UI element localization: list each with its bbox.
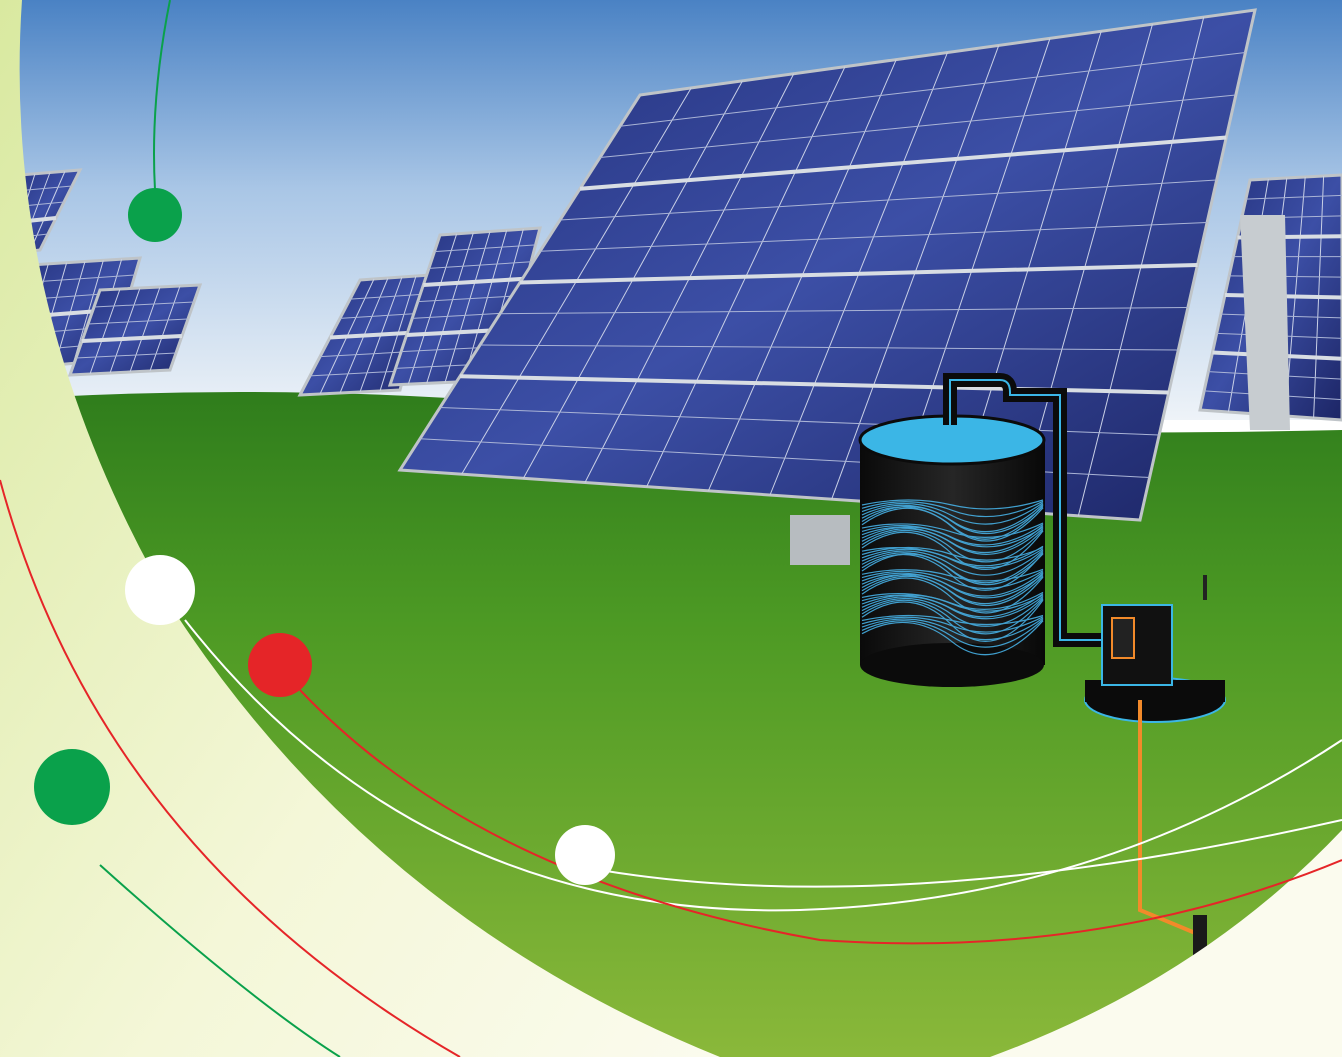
coil-wire <box>861 502 1044 525</box>
panel-cell-line <box>559 179 1217 221</box>
coil-wire <box>861 527 1044 555</box>
arc-white-inner <box>599 819 1342 888</box>
coil-wire <box>861 522 1044 538</box>
coil-wire <box>861 553 1044 586</box>
arc-red <box>299 689 1342 945</box>
panel-cell-line <box>1245 194 1342 200</box>
dot-white-small <box>555 825 615 885</box>
left-curve-panel <box>0 0 720 1057</box>
coil-wire <box>861 575 1044 606</box>
panel-cell-line <box>579 135 1227 191</box>
coil-wire <box>861 546 1044 561</box>
dot-green <box>128 188 182 242</box>
panel-cell-line <box>619 52 1246 127</box>
coil-wire <box>861 617 1044 641</box>
line-green <box>153 0 171 191</box>
dot-red <box>248 633 312 697</box>
coil-wire <box>861 548 1044 569</box>
panel-cell-line <box>75 352 177 359</box>
panel-cell-line <box>24 274 136 283</box>
panel-cell-line <box>29 171 66 252</box>
coil-wire <box>861 529 1044 563</box>
panel-cell-line <box>539 222 1208 252</box>
panel-cell-line <box>109 287 141 374</box>
coil-wire <box>861 614 1044 626</box>
coil-wire <box>861 549 1044 576</box>
arc-white <box>184 619 1342 912</box>
panel-cell-line <box>81 334 183 343</box>
panel-cell-line <box>519 263 1198 285</box>
panel-cell-line <box>93 301 195 308</box>
panel-cell-line <box>309 370 406 377</box>
panel-cell-line <box>129 286 161 373</box>
panel-cell-line <box>426 232 474 384</box>
panel-cell-line <box>149 285 181 372</box>
arc-green <box>99 864 341 1057</box>
panel-post <box>790 515 850 565</box>
pipe-outline <box>949 379 1105 641</box>
panel-cell-line <box>444 231 491 383</box>
panel-cell-line <box>599 94 1236 158</box>
coil-wire <box>861 500 1044 518</box>
coil-wire <box>861 616 1044 633</box>
coil-wire <box>861 507 1044 542</box>
panel-cell-line <box>407 233 458 385</box>
panel-cell-line <box>339 312 421 319</box>
coil-wire <box>861 568 1044 582</box>
coil-wire <box>861 499 1044 510</box>
panel-cell-line <box>479 344 1179 351</box>
panel-cell-line <box>499 307 1188 315</box>
dot-white <box>125 555 195 625</box>
cable <box>1138 700 1201 937</box>
coil-wire <box>861 618 1044 648</box>
coil-wire <box>861 594 1044 612</box>
coil-wire <box>861 620 1044 656</box>
panel-frame <box>67 283 203 377</box>
coil-wire <box>861 595 1044 620</box>
panel-cell-line <box>87 318 189 325</box>
coil-wire <box>861 597 1044 627</box>
water-tank <box>858 414 1046 687</box>
panel-cell-line <box>428 261 532 269</box>
panel-cell-line <box>329 330 416 340</box>
panel-cell-line <box>434 244 536 253</box>
panel-cell-line <box>319 351 411 358</box>
panel-cell-line <box>89 288 121 375</box>
coil-wire <box>861 576 1044 614</box>
coil-wire <box>861 506 1044 535</box>
coil-wire <box>861 573 1044 599</box>
panel-cell-line <box>417 295 523 303</box>
panel-cell-line <box>423 276 527 287</box>
panel-support <box>1240 215 1290 430</box>
controller-screen <box>1111 617 1135 659</box>
panel-cell-line <box>349 293 426 300</box>
tank-bottom <box>860 643 1044 687</box>
dot-green-large <box>34 749 110 825</box>
coil-wire <box>861 526 1044 548</box>
coil-wire <box>861 570 1044 590</box>
panel-cell-line <box>462 230 508 382</box>
right-curve-panel <box>990 830 1342 1057</box>
tank-coil <box>861 499 1044 656</box>
arc-red-outer <box>0 479 461 1057</box>
